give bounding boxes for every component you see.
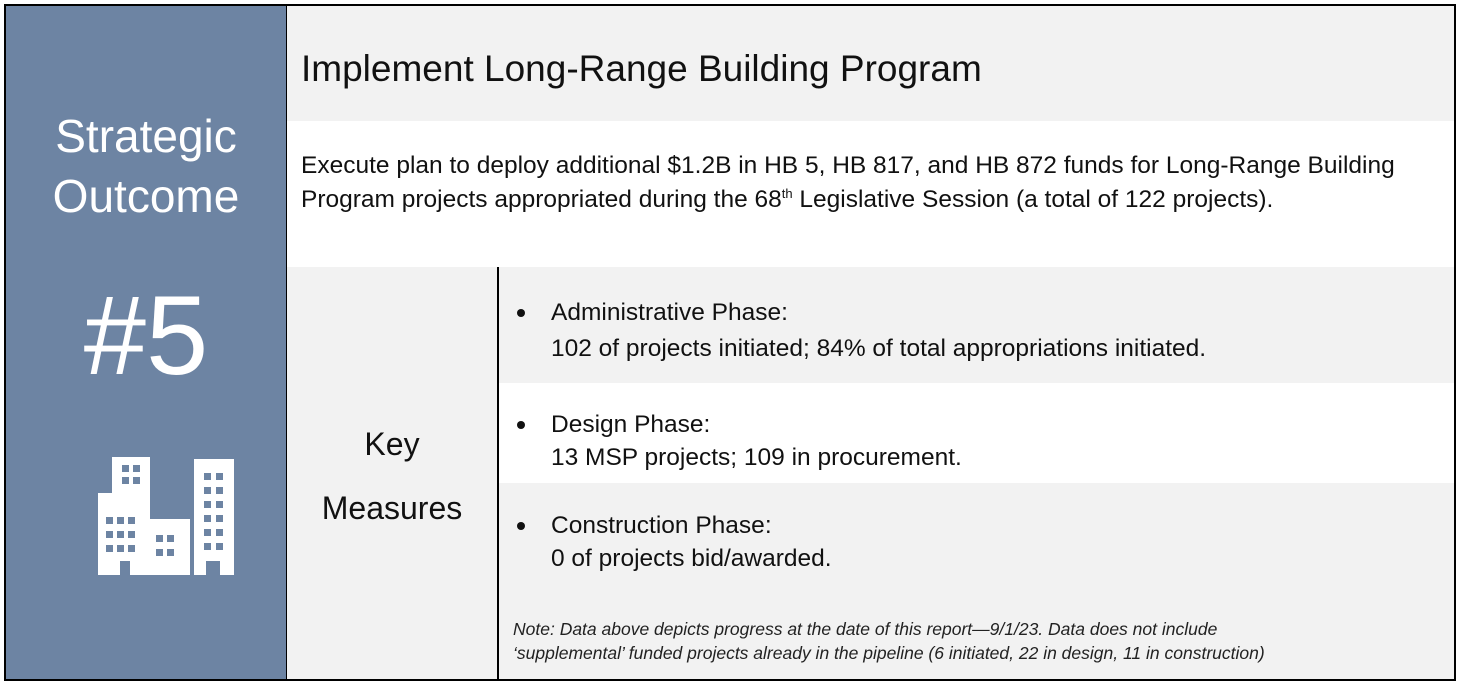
note-line: ‘supplemental’ funded projects already i…	[513, 643, 1265, 663]
note: Note: Data above depicts progress at the…	[513, 617, 1265, 665]
outcome-number: #5	[83, 273, 209, 398]
sidebar: Strategic Outcome #5	[4, 4, 288, 681]
bullet	[517, 421, 525, 429]
bullet	[517, 522, 525, 530]
superscript: th	[781, 186, 793, 201]
key-measures-label: Key Measures	[287, 412, 497, 540]
measure-phase: Construction Phase:	[551, 512, 772, 539]
measure-phase: Design Phase:	[551, 411, 711, 438]
title-row: Implement Long-Range Building Program	[287, 4, 1456, 123]
key-measures-label-cell: Key Measures	[287, 267, 499, 681]
measure-detail: 102 of projects initiated; 84% of total …	[551, 335, 1207, 362]
description-text: Legislative Session (a total of 122 proj…	[792, 186, 1274, 213]
buildings-icon	[98, 457, 234, 575]
label-line: Key	[364, 426, 420, 462]
description-row: Execute plan to deploy additional $1.2B …	[287, 121, 1456, 269]
description-text: Execute plan to deploy additional $1.2B …	[301, 152, 1395, 213]
measure-row: Design Phase: 13 MSP projects; 109 in pr…	[499, 383, 1456, 483]
description: Execute plan to deploy additional $1.2B …	[301, 149, 1431, 217]
note-line: Note: Data above depicts progress at the…	[513, 619, 1218, 639]
title: Implement Long-Range Building Program	[301, 48, 982, 89]
label-line: Measures	[321, 490, 463, 526]
measure-detail: 0 of projects bid/awarded.	[551, 545, 832, 572]
heading-line: Outcome	[52, 170, 240, 222]
heading-line: Strategic	[55, 110, 237, 162]
measure-row: Construction Phase: 0 of projects bid/aw…	[499, 483, 1456, 681]
measure-row: Administrative Phase: 102 of projects in…	[499, 267, 1456, 383]
sidebar-heading: Strategic Outcome	[6, 106, 286, 226]
bullet	[517, 309, 525, 317]
measure-phase: Administrative Phase:	[551, 299, 788, 326]
measure-detail: 13 MSP projects; 109 in procurement.	[551, 444, 962, 471]
